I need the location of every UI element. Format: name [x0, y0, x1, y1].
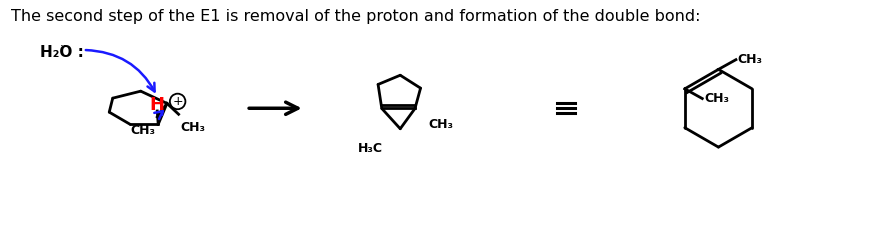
Text: The second step of the E1 is removal of the proton and formation of the double b: The second step of the E1 is removal of … — [11, 9, 701, 24]
Text: ··: ·· — [59, 40, 67, 53]
Text: CH₃: CH₃ — [130, 124, 156, 137]
Text: CH₃: CH₃ — [181, 121, 205, 134]
Text: CH₃: CH₃ — [428, 118, 454, 131]
Text: H₃C: H₃C — [357, 142, 383, 155]
Text: H: H — [149, 96, 164, 114]
Text: H₂O :: H₂O : — [40, 45, 84, 60]
Text: CH₃: CH₃ — [738, 53, 763, 66]
Text: +: + — [172, 95, 183, 108]
Text: CH₃: CH₃ — [704, 92, 729, 105]
